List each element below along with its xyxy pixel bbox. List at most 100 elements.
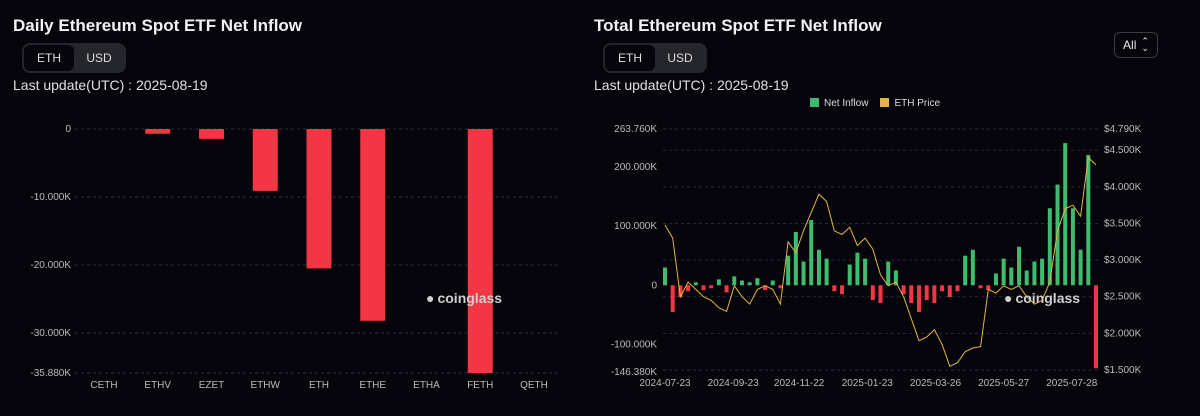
inflow-bar	[893, 270, 898, 286]
y-right-tick-label: $4.000K	[1104, 182, 1142, 193]
inflow-bar	[1070, 208, 1075, 286]
y-tick-label: -35.880K	[30, 368, 71, 379]
bar-ethv	[145, 129, 171, 134]
inflow-bar	[755, 278, 760, 286]
inflow-bar	[886, 261, 891, 286]
y-left-tick-label: 100.000K	[614, 221, 657, 232]
y-left-tick-label: 0	[651, 280, 657, 291]
inflow-bar	[993, 273, 998, 286]
inflow-bar	[809, 220, 814, 286]
inflow-bar	[870, 285, 875, 301]
bar-ezet	[199, 129, 224, 139]
inflow-bar	[940, 285, 945, 292]
left-toggle-eth[interactable]: ETH	[24, 45, 74, 71]
chevron-up-down-icon: ⌃ ⌄	[1141, 36, 1149, 53]
y-left-tick-label: 200.000K	[614, 162, 657, 173]
right-toggle-usd[interactable]: USD	[667, 51, 693, 65]
legend-swatch-yellow	[880, 98, 890, 107]
inflow-bar	[840, 285, 845, 295]
legend-label: Net Inflow	[824, 98, 869, 109]
inflow-bar	[947, 285, 952, 298]
inflow-bar	[801, 261, 806, 286]
y-right-tick-label: $3.500K	[1104, 218, 1142, 229]
inflow-bar	[1017, 246, 1022, 286]
inflow-bar	[663, 267, 667, 286]
x-tick-label: 2024-09-23	[708, 378, 760, 389]
x-tick-label: 2025-05-27	[978, 378, 1030, 389]
x-tick-label: ETHE	[359, 380, 386, 391]
inflow-bar	[793, 231, 798, 286]
x-tick-label: 2024-07-23	[639, 378, 691, 389]
x-tick-label: ETH	[309, 380, 329, 391]
x-tick-label: EZET	[199, 380, 225, 391]
inflow-bar	[1024, 270, 1029, 286]
y-tick-label: -10.000K	[30, 192, 71, 203]
legend: Net Inflow ETH Price	[810, 98, 940, 109]
inflow-bar	[724, 285, 729, 293]
inflow-bar	[686, 285, 691, 292]
inflow-bar	[916, 285, 921, 312]
inflow-bar	[847, 264, 852, 286]
left-watermark: ● coinglass	[426, 290, 502, 306]
x-tick-label: ETHA	[413, 380, 440, 391]
inflow-bar	[1047, 208, 1052, 286]
inflow-bar	[1086, 154, 1091, 286]
x-tick-label: 2025-07-28	[1046, 378, 1098, 389]
legend-net-inflow[interactable]: Net Inflow	[810, 98, 868, 109]
inflow-bar	[878, 285, 883, 304]
left-chart-title: Daily Ethereum Spot ETF Net Inflow	[13, 16, 303, 35]
inflow-bar	[670, 285, 675, 312]
inflow-bar	[986, 285, 991, 291]
inflow-bar	[1063, 143, 1068, 286]
x-tick-label: ETHV	[144, 380, 171, 391]
inflow-bar	[932, 285, 937, 304]
inflow-bar	[1001, 258, 1006, 286]
x-tick-label: ETHW	[251, 380, 281, 391]
y-right-tick-label: $3.000K	[1104, 255, 1142, 266]
bar-ethw	[252, 129, 278, 191]
inflow-bar	[1094, 285, 1098, 369]
range-select[interactable]: All ⌃ ⌄	[1114, 32, 1158, 58]
inflow-bar	[770, 280, 775, 286]
inflow-bar	[739, 280, 744, 286]
x-tick-label: 2025-03-26	[910, 378, 962, 389]
inflow-bar	[1009, 267, 1014, 286]
legend-eth-price[interactable]: ETH Price	[880, 98, 940, 109]
right-last-update: Last update(UTC) : 2025-08-19	[594, 77, 789, 93]
legend-swatch-green	[810, 98, 819, 107]
inflow-bar	[1032, 261, 1037, 286]
inflow-bar	[824, 258, 829, 286]
inflow-bar	[716, 279, 721, 286]
bar-feth	[467, 129, 493, 373]
y-tick-label: -30.000K	[30, 328, 71, 339]
inflow-bar	[816, 249, 821, 286]
bar-eth	[306, 129, 332, 269]
inflow-bar	[1078, 249, 1083, 286]
left-unit-toggle: ETH USD	[22, 43, 126, 73]
inflow-bar	[832, 285, 837, 292]
inflow-bar	[709, 285, 714, 289]
y-right-tick-label: $2.500K	[1104, 292, 1142, 303]
right-unit-toggle: ETH USD	[603, 43, 707, 73]
inflow-bar	[1055, 184, 1060, 286]
inflow-bar	[970, 249, 975, 286]
bar-ethe	[360, 129, 386, 321]
left-toggle-usd[interactable]: USD	[86, 51, 112, 65]
y-left-tick-label: 263.760K	[614, 124, 657, 135]
inflow-bar	[778, 285, 783, 289]
right-chart-title: Total Ethereum Spot ETF Net Inflow	[594, 16, 882, 35]
inflow-bar	[924, 285, 929, 301]
left-chart: 0 -10.000K -20.000K -30.000K -35.880K CETH ETH…	[30, 124, 560, 391]
right-watermark: ● coinglass	[1004, 290, 1080, 306]
x-tick-label: QETH	[520, 380, 548, 391]
inflow-bar	[863, 258, 868, 286]
x-tick-label: CETH	[90, 380, 117, 391]
coinglass-logo-icon: ●	[426, 290, 435, 306]
inflow-bar	[1040, 258, 1045, 286]
right-toggle-eth[interactable]: ETH	[605, 45, 655, 71]
inflow-bar	[747, 282, 752, 286]
y-right-tick-label: $2.000K	[1104, 328, 1142, 339]
inflow-bar	[955, 285, 960, 292]
inflow-bar	[963, 255, 968, 286]
watermark-text: coinglass	[1015, 290, 1081, 306]
